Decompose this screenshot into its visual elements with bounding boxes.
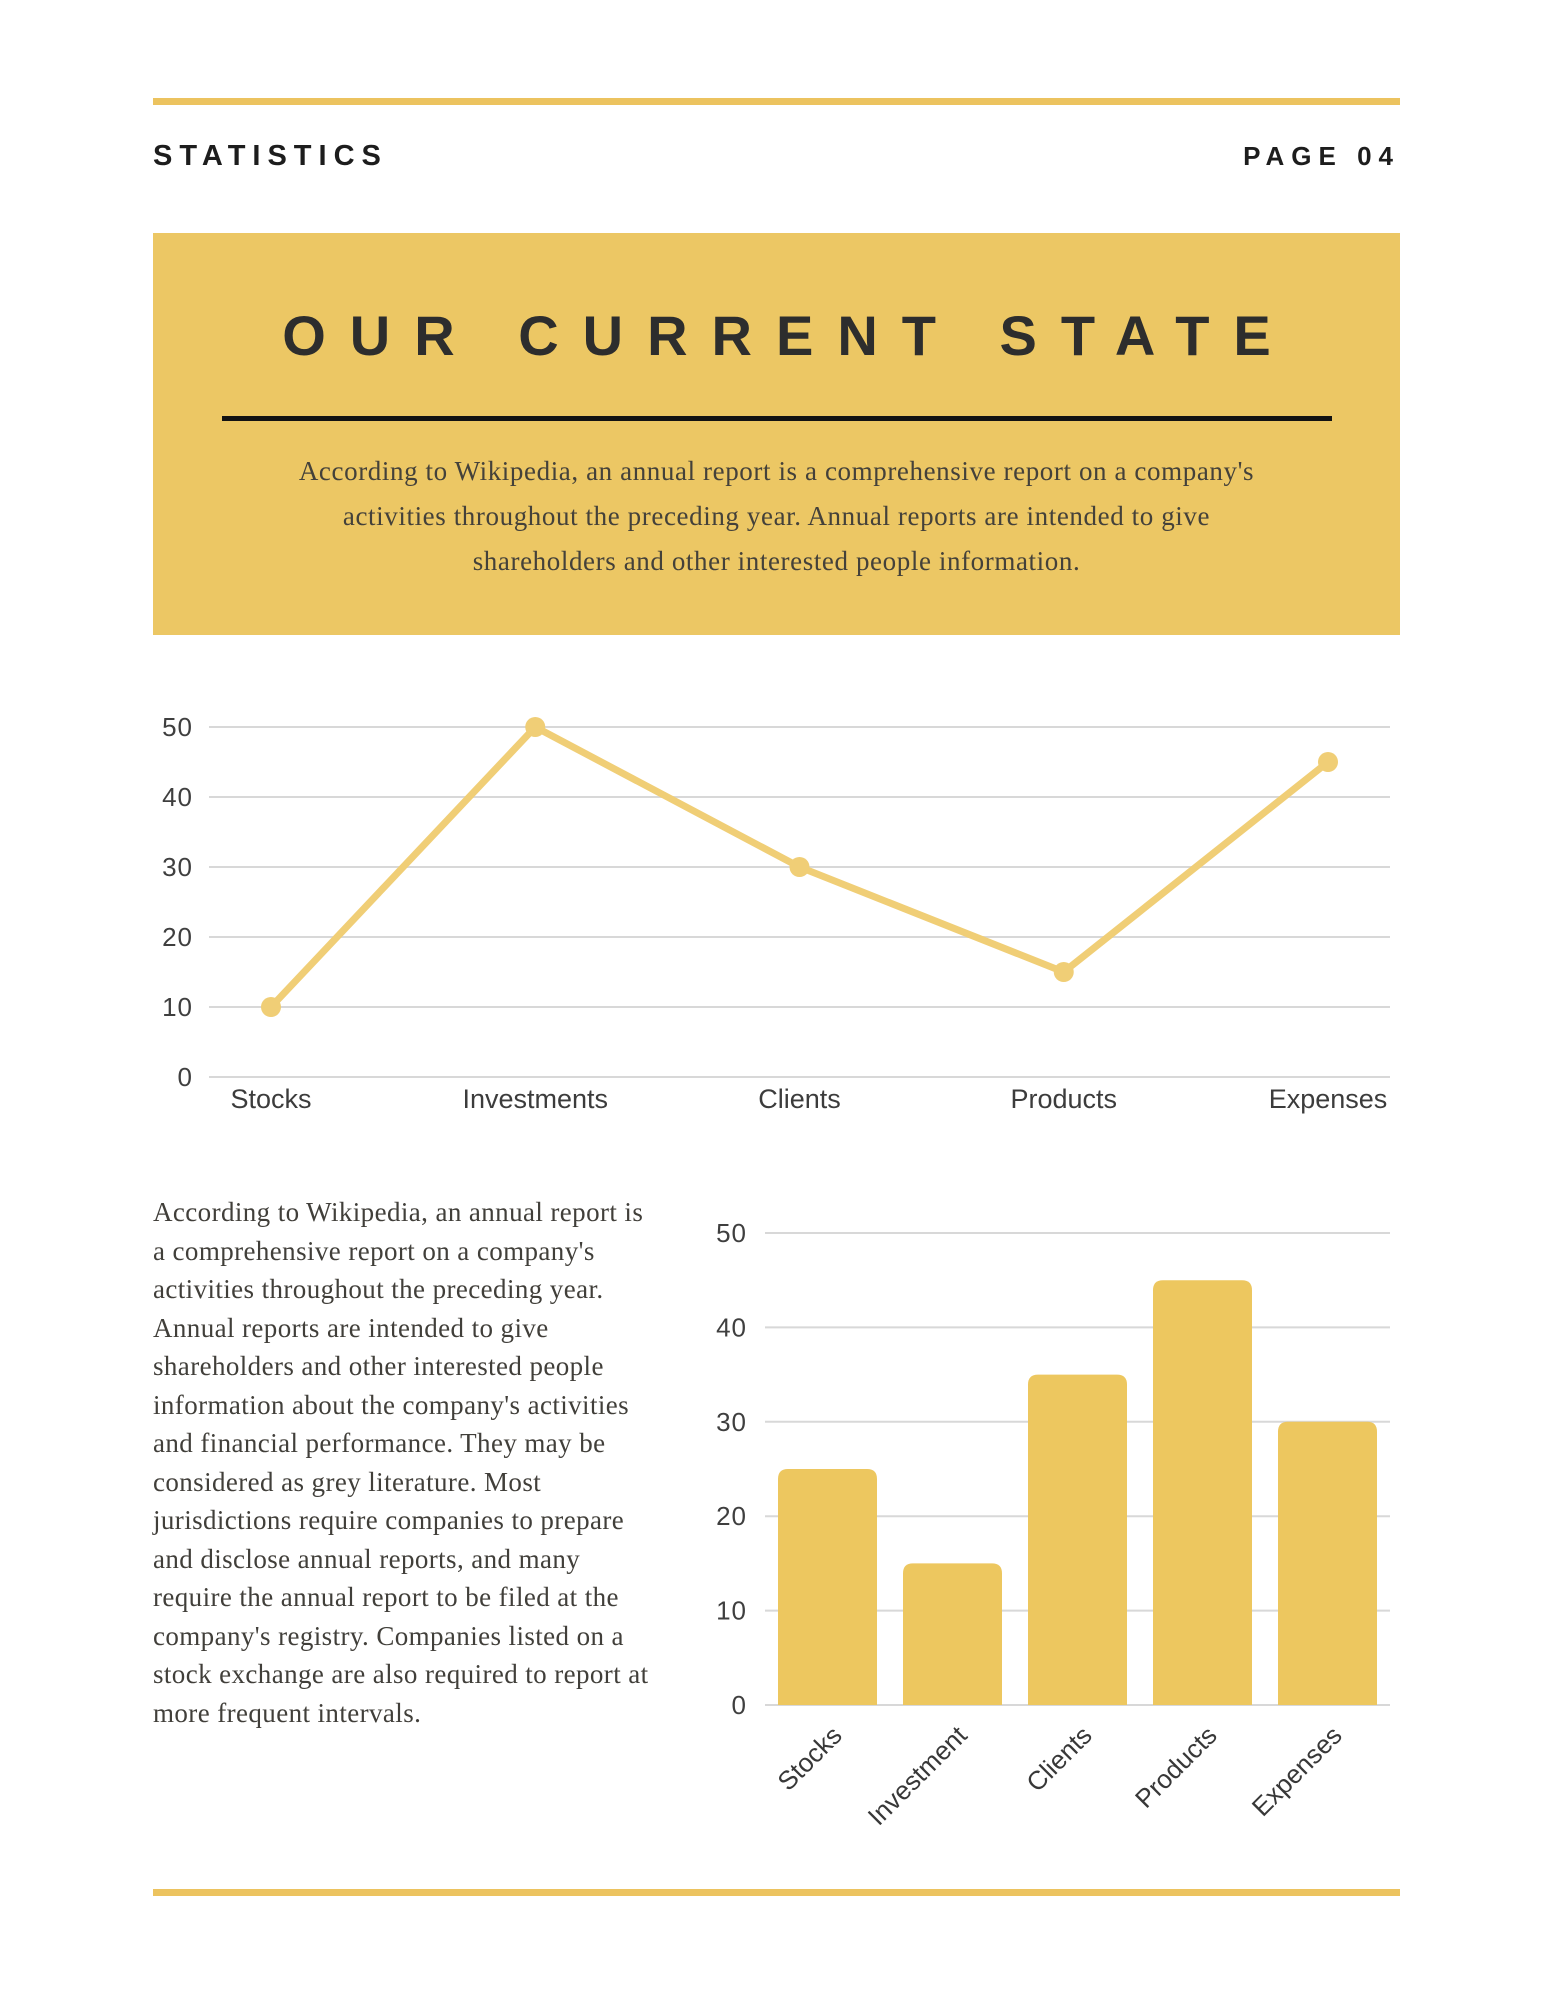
line-chart-ytick: 30 (162, 852, 193, 882)
line-chart-xtick: Investments (462, 1084, 608, 1114)
line-chart-ytick: 40 (162, 782, 193, 812)
bar-chart: 0 10 20 30 40 50 Stocks Investment Clients Produc… (716, 1218, 1390, 1831)
bar-investment (903, 1563, 1002, 1705)
bar-chart-ytick: 50 (716, 1218, 747, 1248)
banner-title: OUR CURRENT STATE (282, 304, 1295, 367)
bar-chart-ytick: 10 (716, 1596, 747, 1626)
line-point-expenses (1318, 752, 1338, 772)
bar-chart-ytick: 30 (716, 1407, 747, 1437)
bar-chart-ytick: 20 (716, 1501, 747, 1531)
title-banner: OUR CURRENT STATE According to Wikipedia… (153, 233, 1400, 635)
line-chart-ytick: 20 (162, 922, 193, 952)
line-chart-xtick: Clients (758, 1084, 841, 1114)
line-chart-xtick: Expenses (1269, 1084, 1388, 1114)
line-chart-xtick: Products (1010, 1084, 1117, 1114)
line-chart-ytick: 0 (178, 1062, 193, 1092)
bar-products (1153, 1280, 1252, 1705)
bar-clients (1028, 1374, 1127, 1705)
bottom-divider-rule (153, 1889, 1400, 1896)
line-point-stocks (261, 997, 281, 1017)
section-label: STATISTICS (153, 140, 388, 172)
bar-expenses (1278, 1421, 1377, 1705)
bar-chart-xtick: Products (1129, 1720, 1223, 1814)
line-chart-ytick: 10 (162, 992, 193, 1022)
line-point-investments (525, 717, 546, 737)
banner-paragraph: According to Wikipedia, an annual report… (298, 456, 1255, 576)
page-number: PAGE 04 (1243, 141, 1400, 171)
bar-chart-xtick: Stocks (771, 1720, 847, 1796)
bar-stocks (778, 1469, 877, 1705)
bar-chart-ytick: 40 (716, 1312, 747, 1342)
bar-chart-xtick: Investment (862, 1719, 974, 1831)
line-chart-ytick: 50 (162, 712, 193, 742)
page-header: STATISTICS PAGE 04 (153, 140, 1400, 173)
banner-underline (221, 416, 1332, 421)
line-point-products (1053, 962, 1074, 982)
bar-chart-xtick: Expenses (1246, 1720, 1348, 1822)
body-paragraph: According to Wikipedia, an annual report… (153, 1197, 649, 1728)
line-chart: 0 10 20 30 40 50 Stocks Investments Clients Produ… (162, 712, 1390, 1114)
top-divider-rule (153, 98, 1400, 105)
bar-chart-ytick: 0 (732, 1690, 747, 1720)
bar-chart-xtick: Clients (1020, 1720, 1097, 1797)
line-point-clients (789, 857, 810, 877)
line-chart-xtick: Stocks (230, 1084, 311, 1114)
